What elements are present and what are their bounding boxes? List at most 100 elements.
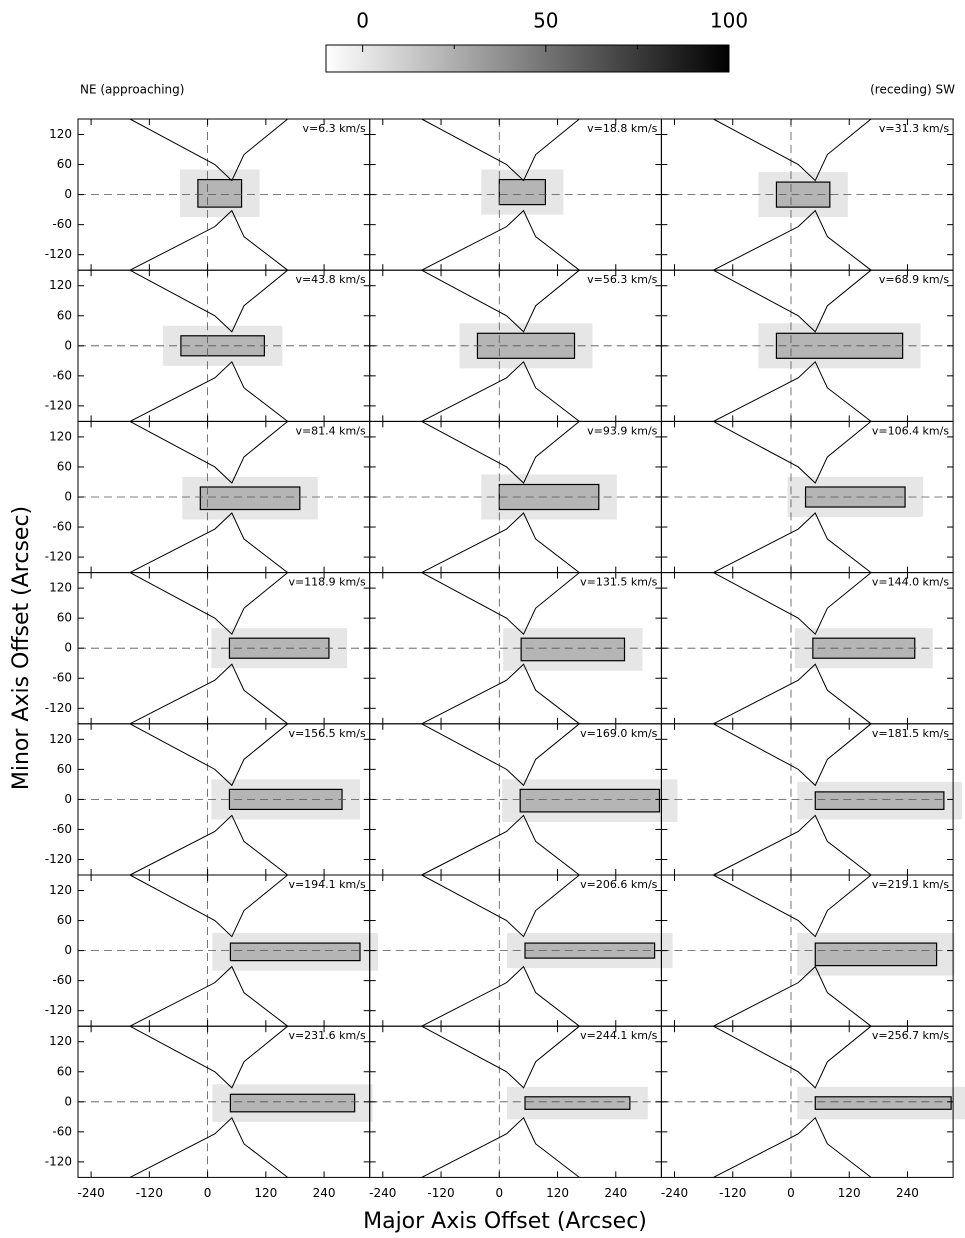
x-tick-label: -120 bbox=[136, 1186, 163, 1200]
x-tick-label: 120 bbox=[254, 1186, 277, 1200]
velocity-label: v=43.8 km/s bbox=[295, 273, 366, 286]
mask-outline bbox=[713, 1025, 872, 1089]
mask-outline bbox=[129, 723, 288, 787]
velocity-label: v=131.5 km/s bbox=[580, 576, 658, 589]
mask-outline bbox=[421, 572, 580, 636]
mask-outline bbox=[713, 209, 872, 271]
velocity-label: v=106.4 km/s bbox=[872, 424, 950, 437]
mask-outline bbox=[713, 572, 872, 636]
y-tick-label: 60 bbox=[57, 157, 72, 171]
mask-outline bbox=[713, 663, 872, 725]
mask-outline bbox=[713, 512, 872, 574]
mask-outline bbox=[421, 512, 580, 574]
emission-core bbox=[498, 178, 546, 206]
x-tick-label: -240 bbox=[661, 1186, 688, 1200]
y-tick-label: 0 bbox=[64, 943, 72, 957]
mask-outline bbox=[421, 420, 580, 484]
mask-outline bbox=[713, 814, 872, 876]
velocity-label: v=231.6 km/s bbox=[288, 1029, 366, 1042]
mask-outline bbox=[129, 420, 288, 484]
mask-outline bbox=[421, 269, 580, 333]
y-tick-label: 60 bbox=[57, 913, 72, 927]
mask-outline bbox=[421, 723, 580, 787]
velocity-label: v=206.6 km/s bbox=[580, 878, 658, 891]
mask-outline bbox=[713, 874, 872, 938]
y-tick-label: 120 bbox=[49, 278, 72, 292]
velocity-label: v=256.7 km/s bbox=[872, 1029, 950, 1042]
velocity-label: v=169.0 km/s bbox=[580, 727, 658, 740]
left-note: NE (approaching) bbox=[80, 83, 184, 97]
velocity-label: v=93.9 km/s bbox=[587, 424, 658, 437]
y-tick-label: 120 bbox=[49, 429, 72, 443]
y-tick-label: -120 bbox=[45, 1003, 72, 1017]
y-tick-label: 60 bbox=[57, 308, 72, 322]
x-axis-label: Major Axis Offset (Arcsec) bbox=[363, 1209, 647, 1234]
mask-outline bbox=[129, 965, 288, 1027]
y-tick-label: -120 bbox=[45, 852, 72, 866]
mask-outline bbox=[129, 1116, 288, 1178]
y-tick-label: 0 bbox=[64, 490, 72, 504]
x-tick-label: 240 bbox=[896, 1186, 919, 1200]
mask-outline bbox=[129, 814, 288, 876]
mask-outline bbox=[129, 663, 288, 725]
velocity-label: v=18.8 km/s bbox=[587, 122, 658, 135]
y-tick-label: 60 bbox=[57, 1064, 72, 1078]
mask-outline bbox=[129, 209, 288, 271]
mask-outline bbox=[713, 118, 872, 182]
mask-outline bbox=[713, 360, 872, 422]
x-tick-label: 0 bbox=[204, 1186, 212, 1200]
mask-outline bbox=[129, 512, 288, 574]
x-tick-label: 240 bbox=[313, 1186, 336, 1200]
mask-outline bbox=[421, 663, 580, 725]
colorbar-tick-label: 50 bbox=[533, 9, 558, 33]
emission-core bbox=[520, 637, 626, 662]
y-tick-label: -60 bbox=[52, 973, 72, 987]
emission-core bbox=[519, 788, 661, 813]
x-tick-label: 120 bbox=[838, 1186, 861, 1200]
x-tick-label: -240 bbox=[77, 1186, 104, 1200]
y-tick-label: 120 bbox=[49, 1034, 72, 1048]
colorbar-tick-label: 0 bbox=[356, 9, 369, 33]
velocity-label: v=181.5 km/s bbox=[872, 727, 950, 740]
mask-outline bbox=[129, 1025, 288, 1089]
emission-core bbox=[814, 942, 938, 967]
mask-outline bbox=[421, 814, 580, 876]
emission-core bbox=[814, 791, 945, 811]
velocity-label: v=31.3 km/s bbox=[879, 122, 950, 135]
emission-core bbox=[197, 178, 243, 208]
x-tick-label: -120 bbox=[719, 1186, 746, 1200]
y-tick-label: -120 bbox=[45, 247, 72, 261]
y-tick-label: -60 bbox=[52, 368, 72, 382]
mask-outline bbox=[129, 269, 288, 333]
colorbar bbox=[325, 44, 730, 73]
mask-outline bbox=[421, 209, 580, 271]
velocity-label: v=144.0 km/s bbox=[872, 576, 950, 589]
y-axis-label: Minor Axis Offset (Arcsec) bbox=[9, 506, 34, 790]
y-tick-label: -60 bbox=[52, 520, 72, 534]
y-tick-label: 0 bbox=[64, 1094, 72, 1108]
emission-core bbox=[524, 942, 656, 959]
y-tick-label: 120 bbox=[49, 732, 72, 746]
velocity-label: v=156.5 km/s bbox=[288, 727, 366, 740]
emission-core bbox=[229, 1093, 356, 1113]
y-tick-label: 0 bbox=[64, 187, 72, 201]
x-tick-label: 0 bbox=[787, 1186, 795, 1200]
mask-outline bbox=[421, 1116, 580, 1178]
right-note: (receding) SW bbox=[870, 83, 955, 97]
y-tick-label: 0 bbox=[64, 338, 72, 352]
y-tick-label: 0 bbox=[64, 792, 72, 806]
velocity-label: v=68.9 km/s bbox=[879, 273, 950, 286]
y-tick-label: 120 bbox=[49, 127, 72, 141]
y-tick-label: -120 bbox=[45, 1154, 72, 1168]
velocity-label: v=219.1 km/s bbox=[872, 878, 950, 891]
velocity-label: v=118.9 km/s bbox=[288, 576, 366, 589]
x-tick-label: 120 bbox=[546, 1186, 569, 1200]
y-tick-label: -60 bbox=[52, 217, 72, 231]
y-tick-label: -60 bbox=[52, 1124, 72, 1138]
velocity-label: v=244.1 km/s bbox=[580, 1029, 658, 1042]
y-tick-label: -120 bbox=[45, 398, 72, 412]
mask-outline bbox=[713, 1116, 872, 1178]
colorbar-tick-label: 100 bbox=[710, 9, 748, 33]
y-tick-label: -120 bbox=[45, 550, 72, 564]
